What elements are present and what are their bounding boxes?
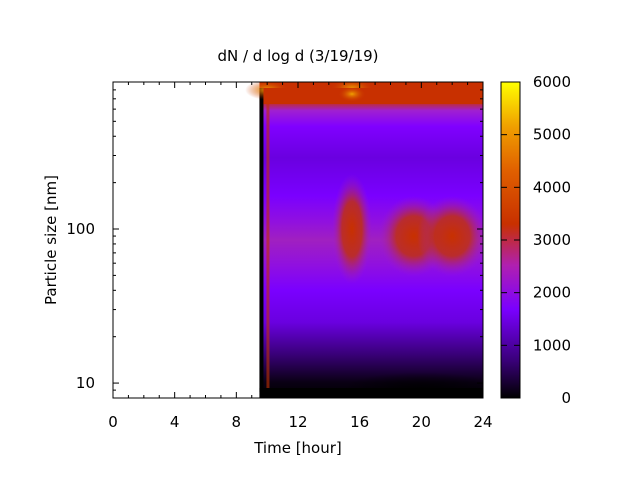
y-tick-label: 10 <box>76 374 95 392</box>
y-axis-label: Particle size [nm] <box>42 175 60 305</box>
x-tick-label: 0 <box>108 413 118 431</box>
x-tick-label: 16 <box>350 413 369 431</box>
colorbar-tick-label: 5000 <box>533 126 571 144</box>
x-axis-label: Time [hour] <box>253 439 342 457</box>
heatmap-feature-1 <box>331 174 372 285</box>
colorbar-tick-label: 2000 <box>533 284 571 302</box>
chart-title: dN / d log d (3/19/19) <box>217 47 378 65</box>
heatmap-top-peak <box>337 86 366 102</box>
colorbar-tick-label: 1000 <box>533 336 571 354</box>
colorbar-axis: 0 1000 2000 3000 4000 5000 6000 <box>501 73 571 407</box>
x-tick-label: 24 <box>473 413 492 431</box>
y-tick-label: 100 <box>66 220 95 238</box>
x-tick-label: 4 <box>170 413 180 431</box>
heatmap-leading-edge <box>259 88 264 392</box>
colorbar-tick-label: 3000 <box>533 231 571 249</box>
x-axis: 0 4 8 12 16 20 24 <box>108 82 493 431</box>
colorbar <box>501 82 520 398</box>
x-tick-label: 12 <box>288 413 307 431</box>
heatmap-bottom-band <box>259 388 483 398</box>
colorbar-tick-label: 6000 <box>533 73 571 91</box>
x-tick-label: 20 <box>412 413 431 431</box>
x-tick-label: 8 <box>232 413 242 431</box>
heatmap-top-band <box>263 88 483 104</box>
heatmap-early-streak <box>266 88 270 392</box>
heatmap-feature-4 <box>417 196 483 277</box>
colorbar-tick-label: 0 <box>561 389 571 407</box>
heatmap-area <box>245 82 483 398</box>
colorbar-tick-label: 4000 <box>533 178 571 196</box>
y-axis: 10 100 <box>66 81 483 399</box>
